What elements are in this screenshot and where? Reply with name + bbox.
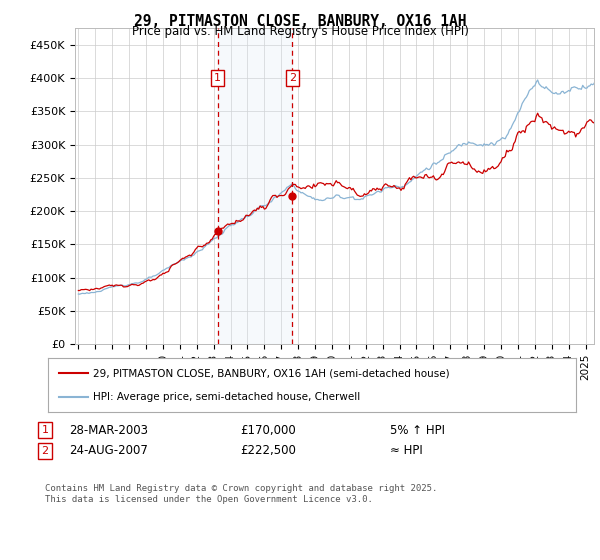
Text: 29, PITMASTON CLOSE, BANBURY, OX16 1AH (semi-detached house): 29, PITMASTON CLOSE, BANBURY, OX16 1AH (… <box>93 368 449 379</box>
Text: £170,000: £170,000 <box>240 423 296 437</box>
Bar <box>218 28 292 344</box>
Text: 5% ↑ HPI: 5% ↑ HPI <box>390 423 445 437</box>
Text: £222,500: £222,500 <box>240 444 296 458</box>
Text: 29, PITMASTON CLOSE, BANBURY, OX16 1AH: 29, PITMASTON CLOSE, BANBURY, OX16 1AH <box>134 14 466 29</box>
Text: 1: 1 <box>214 73 221 83</box>
Text: Price paid vs. HM Land Registry's House Price Index (HPI): Price paid vs. HM Land Registry's House … <box>131 25 469 38</box>
Text: ≈ HPI: ≈ HPI <box>390 444 423 458</box>
Text: 2: 2 <box>41 446 49 456</box>
Text: 24-AUG-2007: 24-AUG-2007 <box>69 444 148 458</box>
Text: 1: 1 <box>41 425 49 435</box>
Text: 28-MAR-2003: 28-MAR-2003 <box>69 423 148 437</box>
Text: HPI: Average price, semi-detached house, Cherwell: HPI: Average price, semi-detached house,… <box>93 391 360 402</box>
Text: 2: 2 <box>289 73 296 83</box>
Text: Contains HM Land Registry data © Crown copyright and database right 2025.
This d: Contains HM Land Registry data © Crown c… <box>45 484 437 504</box>
